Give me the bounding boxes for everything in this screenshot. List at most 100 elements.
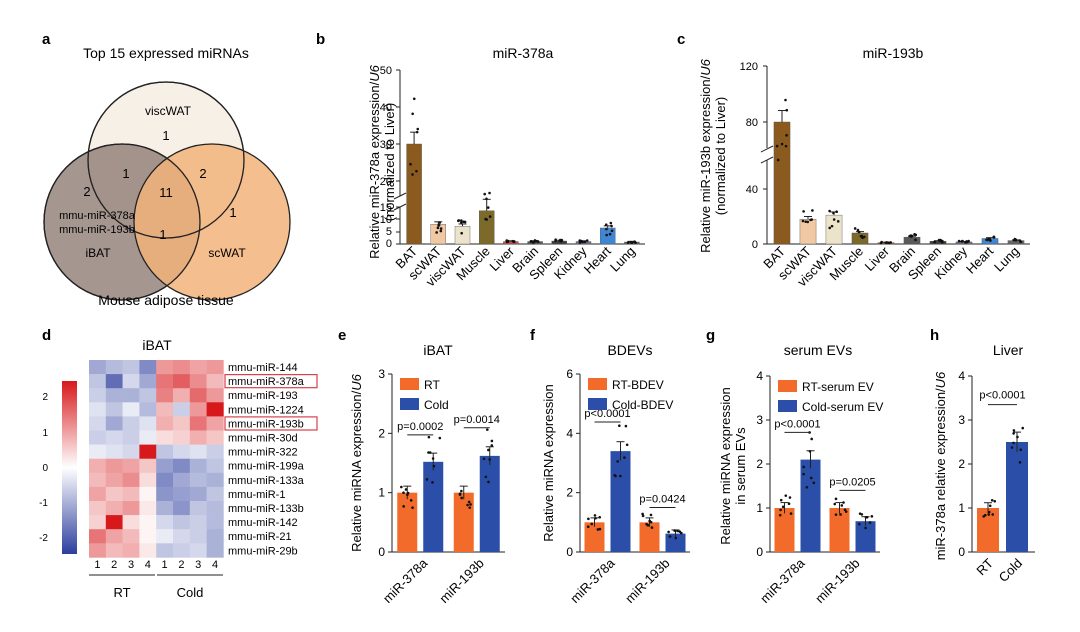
heatmap-row-label: mmu-miR-1224 <box>228 404 304 416</box>
data-point <box>613 473 617 477</box>
y-tick-label: 4 <box>566 426 573 440</box>
data-point <box>578 241 582 244</box>
chart-c-ylabel-italic: U6 <box>698 58 713 75</box>
data-point <box>488 458 491 461</box>
data-point <box>590 522 594 526</box>
data-point <box>484 217 487 221</box>
p-value-label: p=0.0002 <box>397 421 443 433</box>
heatmap-cell <box>139 430 157 445</box>
heatmap-cell <box>139 529 157 544</box>
heatmap-column-label: 1 <box>94 559 100 571</box>
heatmap-cell <box>206 402 224 417</box>
heatmap-cell <box>173 374 191 389</box>
data-point <box>788 496 792 499</box>
heatmap-cell <box>89 543 107 558</box>
heatmap-cell <box>156 360 174 375</box>
heatmap-cell <box>139 374 157 389</box>
y-tick-label: 1 <box>378 486 385 500</box>
x-tick-label: RT <box>973 555 996 578</box>
panel-b: b miR-378a Relative miR-378a expression/… <box>316 31 645 289</box>
heatmap-row-label: mmu-miR-1 <box>228 489 285 501</box>
data-point <box>983 513 987 517</box>
data-point <box>678 530 682 533</box>
heatmap-cell <box>156 543 174 558</box>
heatmap-row-label: mmu-miR-30d <box>228 433 298 445</box>
data-point <box>488 191 491 195</box>
heatmap-row-label: mmu-miR-133a <box>228 475 305 487</box>
data-point <box>438 221 441 224</box>
data-point <box>411 112 414 116</box>
heatmap-cell <box>89 458 107 474</box>
venn-member-mir193b: mmu-miR-193b <box>59 224 135 236</box>
y-tick-label: 0 <box>756 545 763 559</box>
heatmap-cell <box>139 402 157 417</box>
data-point <box>624 424 628 428</box>
x-tick-label: miR-378a <box>567 555 618 606</box>
data-point <box>811 209 814 212</box>
data-point <box>989 239 992 242</box>
chart-h-marks: 0 1 2 3 4 RT Cold p<0.0001 <box>958 369 1035 585</box>
data-point <box>808 449 812 453</box>
chart-b-ytick: 5 <box>386 226 392 238</box>
highlight-box <box>224 374 318 389</box>
heatmap-cell <box>173 416 191 431</box>
data-point <box>558 239 562 243</box>
heatmap-cell <box>173 388 191 403</box>
heatmap-cell <box>206 543 224 558</box>
chart-b-ytick: 30 <box>380 139 392 151</box>
heatmap-cell <box>189 360 207 375</box>
y-tick-label: 6 <box>566 367 573 381</box>
data-point <box>834 497 838 501</box>
heatmap-cell <box>156 529 174 544</box>
data-point <box>416 127 420 131</box>
chart-g-ylabel-2: in serum EVs <box>733 427 748 505</box>
chart-b-ylabel-prefix: Relative miR-378a expression/ <box>367 81 382 258</box>
data-point <box>785 134 788 137</box>
heatmap-row-label: mmu-miR-199a <box>228 461 305 473</box>
x-tick-label: miR-378a <box>757 555 808 606</box>
data-point <box>428 451 432 454</box>
bar-cold-serum-ev-mir-378a <box>800 459 821 552</box>
bar-muscle <box>851 232 869 245</box>
data-point <box>868 521 872 524</box>
heatmap-cell <box>189 388 207 403</box>
p-value-label: p=0.0014 <box>454 414 500 426</box>
data-point <box>488 215 492 218</box>
heatmap-cell <box>189 515 207 530</box>
heatmap-cell <box>139 458 157 474</box>
data-point <box>594 516 597 520</box>
panel-letter-f: f <box>530 327 536 344</box>
venn-title: Top 15 expressed miRNAs <box>83 45 249 61</box>
heatmap-row-label: mmu-miR-29b <box>228 545 298 557</box>
venn-count-ibat-viscwat: 1 <box>122 166 129 181</box>
heatmap-cell <box>156 416 174 431</box>
chart-b-ytick: 50 <box>380 65 392 77</box>
data-point <box>864 526 867 530</box>
data-point <box>623 456 626 459</box>
data-point <box>598 515 602 519</box>
heatmap-cell <box>105 458 123 474</box>
heatmap-cell <box>122 402 140 417</box>
chart-c-marks: BATscWATviscWATMuscleLiverBrainSpleenKid… <box>760 98 1025 289</box>
bar-cold-bdev-mir-193b <box>665 533 686 552</box>
data-point <box>787 502 791 506</box>
heatmap-cell <box>105 529 123 544</box>
data-point <box>668 535 672 538</box>
chart-f-title: BDEVs <box>607 342 652 358</box>
data-point <box>598 527 602 531</box>
heatmap-cell <box>89 374 107 389</box>
heatmap-cell <box>122 486 140 502</box>
data-point <box>409 162 412 166</box>
data-point <box>836 220 840 223</box>
heatmap-cell <box>156 430 174 445</box>
chart-b-ylabel-1: Relative miR-378a expression/U6 <box>367 64 382 258</box>
bar-viscwat <box>454 226 471 245</box>
heatmap-cell <box>122 458 140 474</box>
panel-letter-c: c <box>677 31 685 48</box>
scale-tick: -2 <box>39 533 48 544</box>
chart-b-title: miR-378a <box>493 45 554 61</box>
heatmap-cell <box>105 472 123 488</box>
heatmap-cell <box>105 374 123 389</box>
bar-cold-mir-193b <box>479 455 500 552</box>
data-point <box>437 224 440 227</box>
